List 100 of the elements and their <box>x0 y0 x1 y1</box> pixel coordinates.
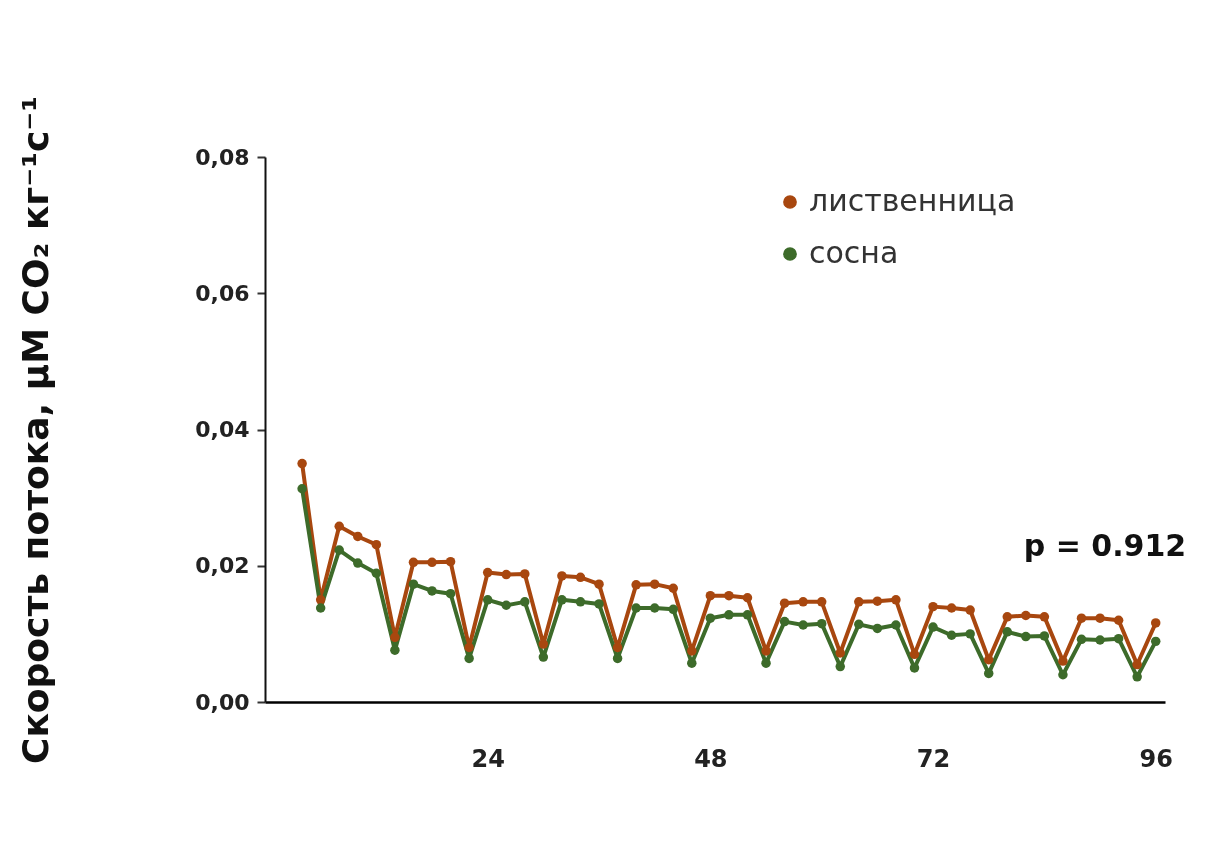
point <box>464 642 474 653</box>
point <box>761 658 771 668</box>
point <box>371 568 382 578</box>
y-tick-label: 0,06 <box>195 280 250 306</box>
point <box>1132 659 1142 670</box>
point <box>297 484 307 494</box>
y-tick-label: 0,02 <box>195 553 250 579</box>
point <box>872 623 883 634</box>
point <box>742 593 753 603</box>
point <box>928 601 938 612</box>
point <box>464 653 474 664</box>
point <box>1021 631 1031 642</box>
point <box>928 622 938 632</box>
point <box>390 645 400 655</box>
point <box>501 600 511 610</box>
point <box>315 603 326 613</box>
point <box>798 597 808 607</box>
point <box>649 603 660 613</box>
point <box>724 590 734 601</box>
point <box>687 646 697 656</box>
point <box>779 598 790 608</box>
point <box>371 539 382 550</box>
x-tick-label: 48 <box>694 744 728 773</box>
point <box>705 613 716 623</box>
point <box>1095 613 1105 623</box>
point <box>854 619 864 630</box>
point <box>872 596 883 606</box>
point <box>891 620 901 630</box>
point <box>557 571 567 581</box>
point <box>408 579 419 589</box>
x-tick-label: 96 <box>1139 744 1173 773</box>
point <box>1095 635 1105 645</box>
point <box>445 556 456 567</box>
point <box>334 545 344 555</box>
point <box>520 597 530 607</box>
annotation: p = 0.912 <box>1023 528 1187 563</box>
point <box>668 604 678 615</box>
point <box>965 605 975 615</box>
point <box>798 620 808 630</box>
point <box>594 599 604 609</box>
point <box>334 521 344 531</box>
point <box>353 558 363 568</box>
point <box>687 658 697 668</box>
point <box>575 597 586 607</box>
point <box>575 572 586 583</box>
point <box>1150 618 1161 628</box>
point <box>1002 612 1013 622</box>
point <box>445 588 456 599</box>
y-tick-label: 0,08 <box>195 144 250 170</box>
point <box>835 648 845 658</box>
point <box>315 595 326 605</box>
point <box>965 629 975 639</box>
point <box>705 590 716 601</box>
point <box>816 597 827 607</box>
point <box>946 603 957 613</box>
point <box>1113 633 1124 644</box>
point <box>1021 610 1031 621</box>
x-tick-label: 72 <box>916 744 951 773</box>
point <box>983 668 994 679</box>
point <box>1150 636 1161 647</box>
point <box>1076 613 1087 623</box>
point <box>649 579 660 589</box>
point <box>408 557 419 568</box>
point <box>501 569 511 580</box>
point <box>538 652 549 662</box>
point <box>1002 627 1013 637</box>
point <box>724 610 734 620</box>
legend-label: лиственница <box>809 183 1016 218</box>
y-axis-title: Скорость потока, µM CO₂ кг⁻¹с⁻¹ <box>14 95 56 765</box>
point <box>427 557 437 568</box>
point <box>1058 656 1068 666</box>
point <box>891 595 901 605</box>
point <box>1076 634 1087 645</box>
point <box>1039 612 1050 622</box>
point <box>557 595 567 605</box>
point <box>612 642 623 653</box>
point <box>909 649 920 660</box>
point <box>946 630 957 640</box>
x-tick-label: 24 <box>471 744 505 773</box>
point <box>983 655 994 665</box>
point <box>594 579 604 589</box>
point <box>1039 631 1050 641</box>
point <box>520 569 530 579</box>
point <box>482 567 493 578</box>
point <box>816 618 827 629</box>
point <box>427 586 437 596</box>
point <box>909 663 920 673</box>
point <box>1132 672 1142 682</box>
point <box>390 632 400 643</box>
point <box>1058 670 1068 680</box>
point <box>631 580 641 590</box>
point <box>742 610 753 620</box>
legend-label: сосна <box>809 235 899 270</box>
point <box>482 595 493 605</box>
point <box>779 616 790 627</box>
point <box>297 458 307 469</box>
y-tick-label: 0,04 <box>195 417 250 442</box>
point <box>631 603 641 613</box>
point <box>538 639 549 649</box>
point <box>854 597 864 607</box>
